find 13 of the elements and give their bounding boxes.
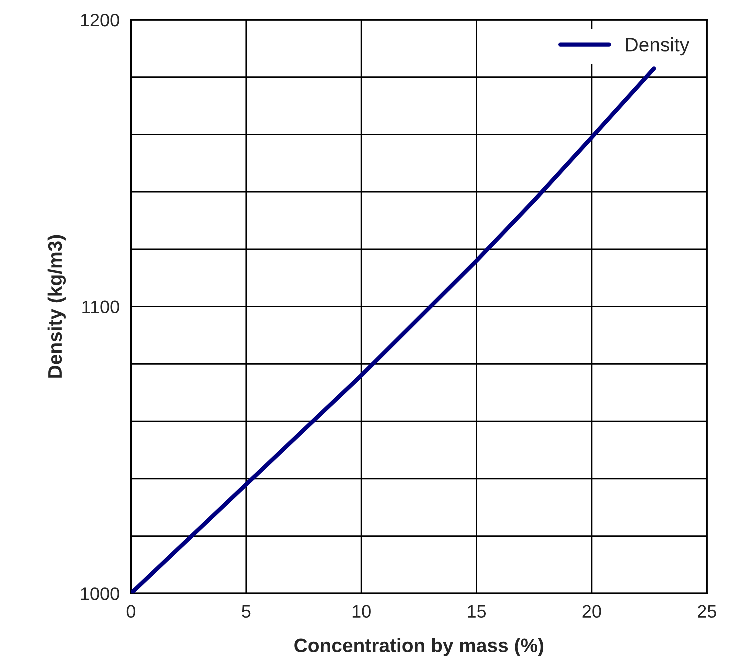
x-tick-label: 10 bbox=[352, 605, 371, 618]
y-axis-title: Density (kg/m3) bbox=[48, 235, 66, 378]
x-tick-label: 25 bbox=[698, 605, 716, 618]
x-axis-title: Concentration by mass (%) bbox=[294, 638, 544, 656]
y-tick-label: 1100 bbox=[82, 300, 120, 314]
x-tick-label: 0 bbox=[126, 605, 136, 618]
line-series bbox=[131, 66, 656, 594]
x-tick-label: 5 bbox=[242, 605, 251, 618]
legend-label: Density bbox=[626, 38, 690, 56]
y-tick-label: 1200 bbox=[81, 14, 120, 27]
x-tick-label: 15 bbox=[468, 605, 486, 618]
y-tick-label: 1000 bbox=[81, 588, 120, 600]
x-tick-label: 20 bbox=[582, 605, 602, 618]
